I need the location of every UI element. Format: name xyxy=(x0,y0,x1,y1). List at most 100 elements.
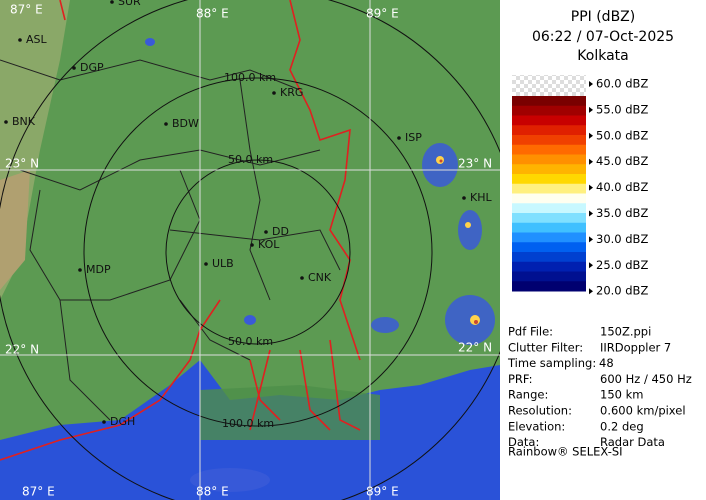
grid-labels: 87° E 88° E 89° E 23° N 23° N 22° N 22° … xyxy=(5,3,492,499)
legend-band xyxy=(512,174,586,185)
legend-arrow xyxy=(589,236,593,243)
place-dot xyxy=(462,196,466,200)
datetime: 06:22 / 07-Oct-2025 xyxy=(532,29,674,45)
place-label: DD xyxy=(272,225,289,238)
title: PPI (dBZ) xyxy=(571,9,635,25)
legend-arrow xyxy=(589,132,593,139)
info-value: 0.600 km/pixel xyxy=(600,404,686,418)
legend-label: 45.0 dBZ xyxy=(596,154,648,168)
legend-label: 25.0 dBZ xyxy=(596,258,648,272)
place-label: KRG xyxy=(280,86,303,99)
grid-label: 89° E xyxy=(366,7,399,21)
legend-band xyxy=(512,183,586,194)
grid-label: 22° N xyxy=(458,341,492,355)
legend-labels: 60.0 dBZ 55.0 dBZ 50.0 dBZ 45.0 dBZ 40.0 dBZ… xyxy=(589,77,648,298)
range-label: 100.0 km xyxy=(224,71,276,84)
info-value: IIRDoppler 7 xyxy=(600,340,671,354)
place-dot xyxy=(110,0,114,4)
place-dot xyxy=(78,268,82,272)
info-value: Radar Data xyxy=(600,435,665,449)
graticule xyxy=(0,0,500,500)
place-dot xyxy=(300,276,304,280)
place-label: CNK xyxy=(308,271,332,284)
grid-label: 23° N xyxy=(5,157,39,171)
place-dot xyxy=(397,136,401,140)
info: Pdf File: 150Z.ppi Clutter Filter: IIRDoppl… xyxy=(507,325,692,450)
place-label: BDW xyxy=(172,117,199,130)
grid-label: 22° N xyxy=(5,343,39,357)
place-label: KHL xyxy=(470,191,492,204)
legend-band xyxy=(512,222,586,233)
range-label: 50.0 km xyxy=(228,153,273,166)
terrain xyxy=(0,170,30,290)
legend-label: 35.0 dBZ xyxy=(596,206,648,220)
legend-arrow xyxy=(589,106,593,113)
place-label: BNK xyxy=(12,115,36,128)
place-dot xyxy=(250,243,254,247)
legend-band xyxy=(512,154,586,165)
legend-band xyxy=(512,164,586,175)
info-key: Data: xyxy=(508,435,539,449)
echoes xyxy=(145,38,495,492)
place-dot xyxy=(272,91,276,95)
footer: Rainbow® SELEX-SI xyxy=(508,445,623,459)
info-key: Time sampling: xyxy=(507,356,596,370)
legend-band xyxy=(512,271,586,282)
legend-band xyxy=(512,96,586,107)
place-label: ASL xyxy=(26,33,48,46)
range-label: 100.0 km xyxy=(222,417,274,430)
info-value: 150 km xyxy=(600,388,643,402)
side-panel: PPI (dBZ) 06:22 / 07-Oct-2025 Kolkata 60… xyxy=(500,0,706,500)
range-labels: 100.0 km 50.0 km 50.0 km 100.0 km xyxy=(222,71,276,430)
legend-arrow xyxy=(589,210,593,217)
place-label: SUR xyxy=(118,0,141,8)
legend-band xyxy=(512,242,586,253)
station: Kolkata xyxy=(577,48,628,64)
legend-band xyxy=(512,252,586,263)
info-value: 600 Hz / 450 Hz xyxy=(600,372,692,386)
legend-band xyxy=(512,213,586,224)
grid-label: 89° E xyxy=(366,485,399,499)
info-key: Elevation: xyxy=(508,419,565,433)
info-value: 48 xyxy=(599,356,614,370)
legend-arrow xyxy=(589,262,593,269)
legend-band xyxy=(512,261,586,272)
legend-label: 50.0 dBZ xyxy=(596,128,648,142)
delta xyxy=(200,385,380,440)
legend-band xyxy=(512,105,586,116)
grid-label: 88° E xyxy=(196,7,229,21)
place-dot xyxy=(4,120,8,124)
info-key: Pdf File: xyxy=(508,325,553,339)
legend-band xyxy=(512,203,586,214)
legend-label: 60.0 dBZ xyxy=(596,77,648,91)
legend-band xyxy=(512,193,586,204)
place-label: ISP xyxy=(405,131,422,144)
place-dot xyxy=(204,262,208,266)
info-value: 150Z.ppi xyxy=(600,325,651,339)
legend-band xyxy=(512,144,586,155)
grid-label: 87° E xyxy=(22,485,55,499)
place-label: DGH xyxy=(110,415,135,428)
legend-band xyxy=(512,232,586,243)
legend-arrow xyxy=(589,288,593,295)
info-value: 0.2 deg xyxy=(600,419,644,433)
grid-label: 23° N xyxy=(458,157,492,171)
legend-label: 20.0 dBZ xyxy=(596,284,648,298)
place-label: MDP xyxy=(86,263,111,276)
legend-transparent xyxy=(512,75,586,96)
legend-band xyxy=(512,125,586,136)
map: 100.0 km 50.0 km 50.0 km 100.0 km 87° E … xyxy=(0,0,521,500)
legend-label: 55.0 dBZ xyxy=(596,102,648,116)
info-key: PRF: xyxy=(508,372,533,386)
place-dot xyxy=(102,420,106,424)
legend-label: 30.0 dBZ xyxy=(596,232,648,246)
echoes-core xyxy=(439,159,478,324)
place-dot xyxy=(264,230,268,234)
legend-band xyxy=(512,135,586,146)
legend-arrow xyxy=(589,158,593,165)
legend-band xyxy=(512,281,586,292)
grid-label: 87° E xyxy=(10,3,43,17)
legend-band xyxy=(512,115,586,126)
info-key: Clutter Filter: xyxy=(508,340,583,354)
